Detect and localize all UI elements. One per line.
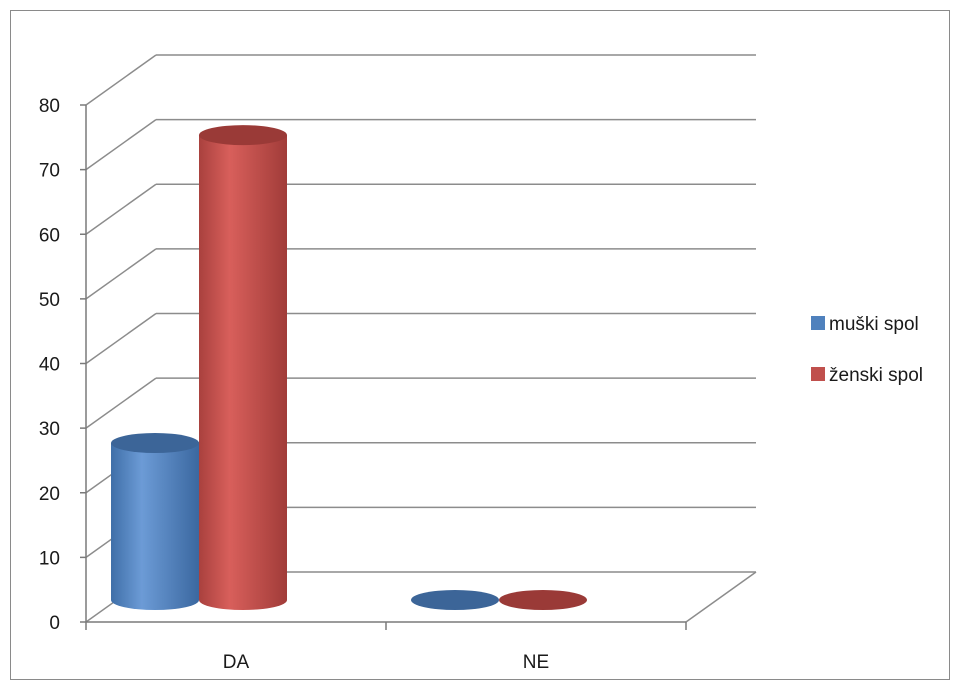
bar-cylinder [199, 135, 287, 611]
bar-cylinder [111, 443, 199, 610]
side-wall-gridline [85, 54, 157, 106]
y-tick-label: 10 [39, 548, 60, 569]
chart-frame [10, 10, 950, 680]
legend-label: muški spol [829, 314, 919, 335]
bar-cylinder-top [499, 590, 587, 610]
side-wall-gridline [85, 119, 157, 171]
legend: muški spol ženski spol [811, 314, 923, 386]
legend-swatch [811, 316, 825, 330]
bar-cylinder-top [199, 125, 287, 146]
legend-swatch [811, 367, 825, 381]
y-tick-label: 50 [39, 290, 60, 311]
bar-cylinder-top [411, 590, 499, 610]
side-wall-gridline [85, 377, 157, 429]
side-wall-gridline [85, 312, 157, 365]
y-tick-label: 60 [39, 225, 60, 246]
bar-cylinder-top [111, 433, 199, 454]
side-wall-gridline [85, 183, 157, 235]
x-tick-label: DA [223, 652, 250, 673]
legend-label: ženski spol [829, 365, 923, 386]
y-tick-label: 20 [39, 484, 60, 505]
y-tick-label: 70 [39, 161, 60, 182]
tick-labels: 0 10 20 30 40 50 60 70 80 DA NE [39, 96, 549, 673]
y-tick-label: 40 [39, 355, 60, 376]
x-tick-label: NE [523, 652, 549, 673]
bars [111, 125, 587, 611]
side-wall-gridline [85, 248, 157, 300]
y-tick-label: 80 [39, 96, 60, 117]
y-tick-label: 0 [49, 613, 60, 634]
floor-right-edge [685, 571, 757, 623]
y-tick-label: 30 [39, 419, 60, 440]
axes [80, 104, 687, 630]
